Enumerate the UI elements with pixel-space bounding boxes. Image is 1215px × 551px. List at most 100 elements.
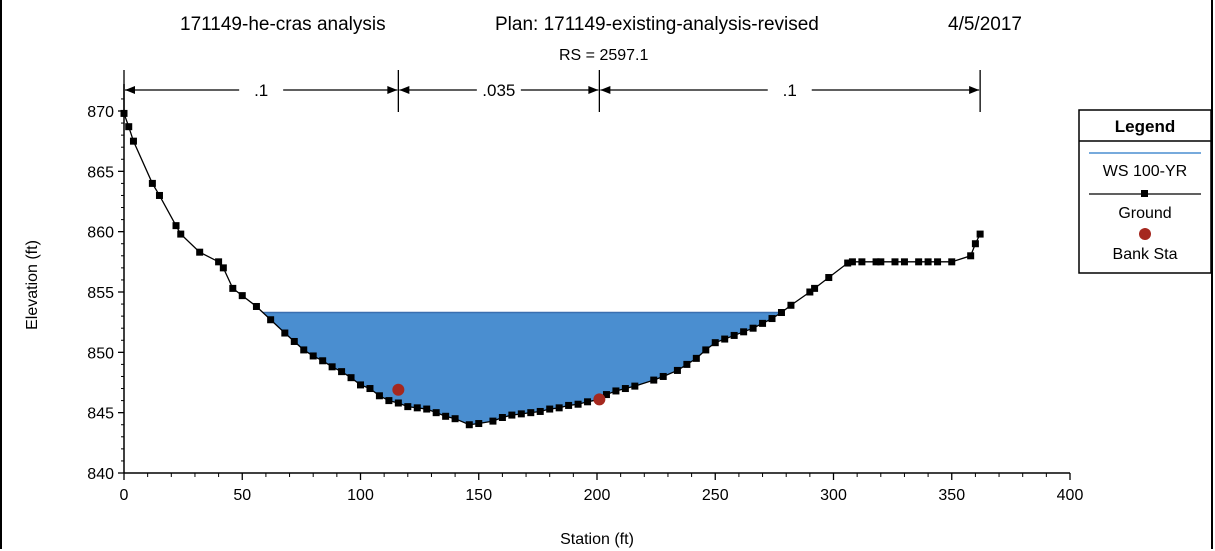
ground-point [155, 191, 163, 199]
ground-point [366, 385, 374, 393]
ground-point [517, 410, 525, 418]
manning-n-label: .1 [254, 81, 268, 100]
ground-point [659, 372, 667, 380]
bank-station-points [392, 383, 606, 406]
ground-point [584, 398, 592, 406]
ground-point [404, 403, 412, 411]
legend-ground-marker [1141, 190, 1148, 197]
ground-point [489, 417, 497, 425]
ground-point [508, 411, 516, 419]
y-tick-label: 850 [87, 345, 114, 362]
ground-point [309, 352, 317, 360]
legend-ground-label: Ground [1118, 205, 1171, 222]
ground-point [281, 329, 289, 337]
x-tick-label: 150 [465, 487, 492, 504]
ground-point [877, 258, 885, 266]
ground-point [702, 346, 710, 354]
ground-point [385, 397, 393, 405]
ground-point [196, 248, 204, 256]
ground-point [574, 400, 582, 408]
ground-point [872, 258, 880, 266]
bank-station-point [593, 393, 606, 406]
ground-point [290, 337, 298, 345]
chart-plan: Plan: 171149-existing-analysis-revised [495, 14, 819, 35]
ground-point [120, 109, 128, 117]
y-tick-label: 865 [87, 164, 114, 181]
ground-point [891, 258, 899, 266]
ground-point [631, 382, 639, 390]
ground-point [759, 319, 767, 327]
x-axis-label: Station (ft) [560, 531, 634, 548]
ground-point [673, 366, 681, 374]
water-surface-area [262, 312, 782, 425]
ground-point [215, 258, 223, 266]
ground-point [602, 391, 610, 399]
ground-point [976, 230, 984, 238]
legend-bank-label: Bank Sta [1113, 246, 1178, 263]
ground-point [787, 301, 795, 309]
ground-point [844, 259, 852, 267]
y-tick-label: 840 [87, 466, 114, 483]
ground-point [328, 363, 336, 371]
ground-point [858, 258, 866, 266]
ground-point [948, 258, 956, 266]
manning-arrowhead [399, 86, 410, 94]
ground-point [900, 258, 908, 266]
legend-bank-marker [1139, 228, 1151, 240]
ground-point [555, 404, 563, 412]
legend: Legend WS 100-YR Ground Bank Sta [1078, 109, 1212, 274]
ground-point [546, 405, 554, 413]
ground-point [527, 409, 535, 417]
ground-point [338, 368, 346, 376]
ground-point [229, 284, 237, 292]
manning-n-label: .1 [783, 81, 797, 100]
ground-point [177, 230, 185, 238]
ground-point [432, 409, 440, 417]
ground-point [971, 240, 979, 248]
legend-title: Legend [1115, 117, 1175, 136]
ground-point [498, 413, 506, 421]
x-tick-label: 0 [120, 487, 129, 504]
x-tick-label: 250 [702, 487, 729, 504]
ground-point [319, 357, 327, 365]
ground-point [451, 415, 459, 423]
ground-point [465, 421, 473, 429]
ground-point [915, 258, 923, 266]
chart-subtitle: RS = 2597.1 [559, 47, 649, 64]
ground-point [375, 392, 383, 400]
y-ticks: 840 845 850 855 860 865 870 [87, 98, 124, 483]
ground-point [806, 288, 814, 296]
y-tick-label: 855 [87, 285, 114, 302]
ground-point [442, 412, 450, 420]
manning-arrowhead [969, 86, 980, 94]
y-axis-label: Elevation (ft) [24, 240, 41, 330]
manning-arrowhead [387, 86, 398, 94]
ground-point [768, 315, 776, 323]
ground-point [711, 339, 719, 347]
manning-n-annotations: .1 .035 .1 [123, 70, 981, 112]
ground-point [357, 381, 364, 389]
ground-point [612, 387, 620, 395]
y-tick-label: 870 [87, 104, 114, 121]
x-tick-label: 300 [820, 487, 847, 504]
ground-point [125, 123, 133, 131]
x-ticks: 0 50 100 150 200 250 300 350 400 [120, 473, 1084, 504]
ground-point [721, 335, 729, 343]
ground-point [683, 360, 691, 368]
ground-point [267, 316, 275, 324]
x-tick-label: 400 [1057, 487, 1084, 504]
legend-ws-label: WS 100-YR [1103, 163, 1187, 180]
ground-point [740, 328, 748, 336]
ground-point [848, 258, 856, 266]
bank-station-point [392, 383, 405, 396]
ground-point [924, 258, 932, 266]
ground-point [825, 274, 833, 282]
ground-point [475, 420, 483, 428]
x-tick-label: 350 [938, 487, 965, 504]
ground-point [394, 399, 402, 407]
ground-point [650, 376, 658, 384]
ground-point [423, 405, 431, 413]
ground-point [413, 404, 421, 412]
